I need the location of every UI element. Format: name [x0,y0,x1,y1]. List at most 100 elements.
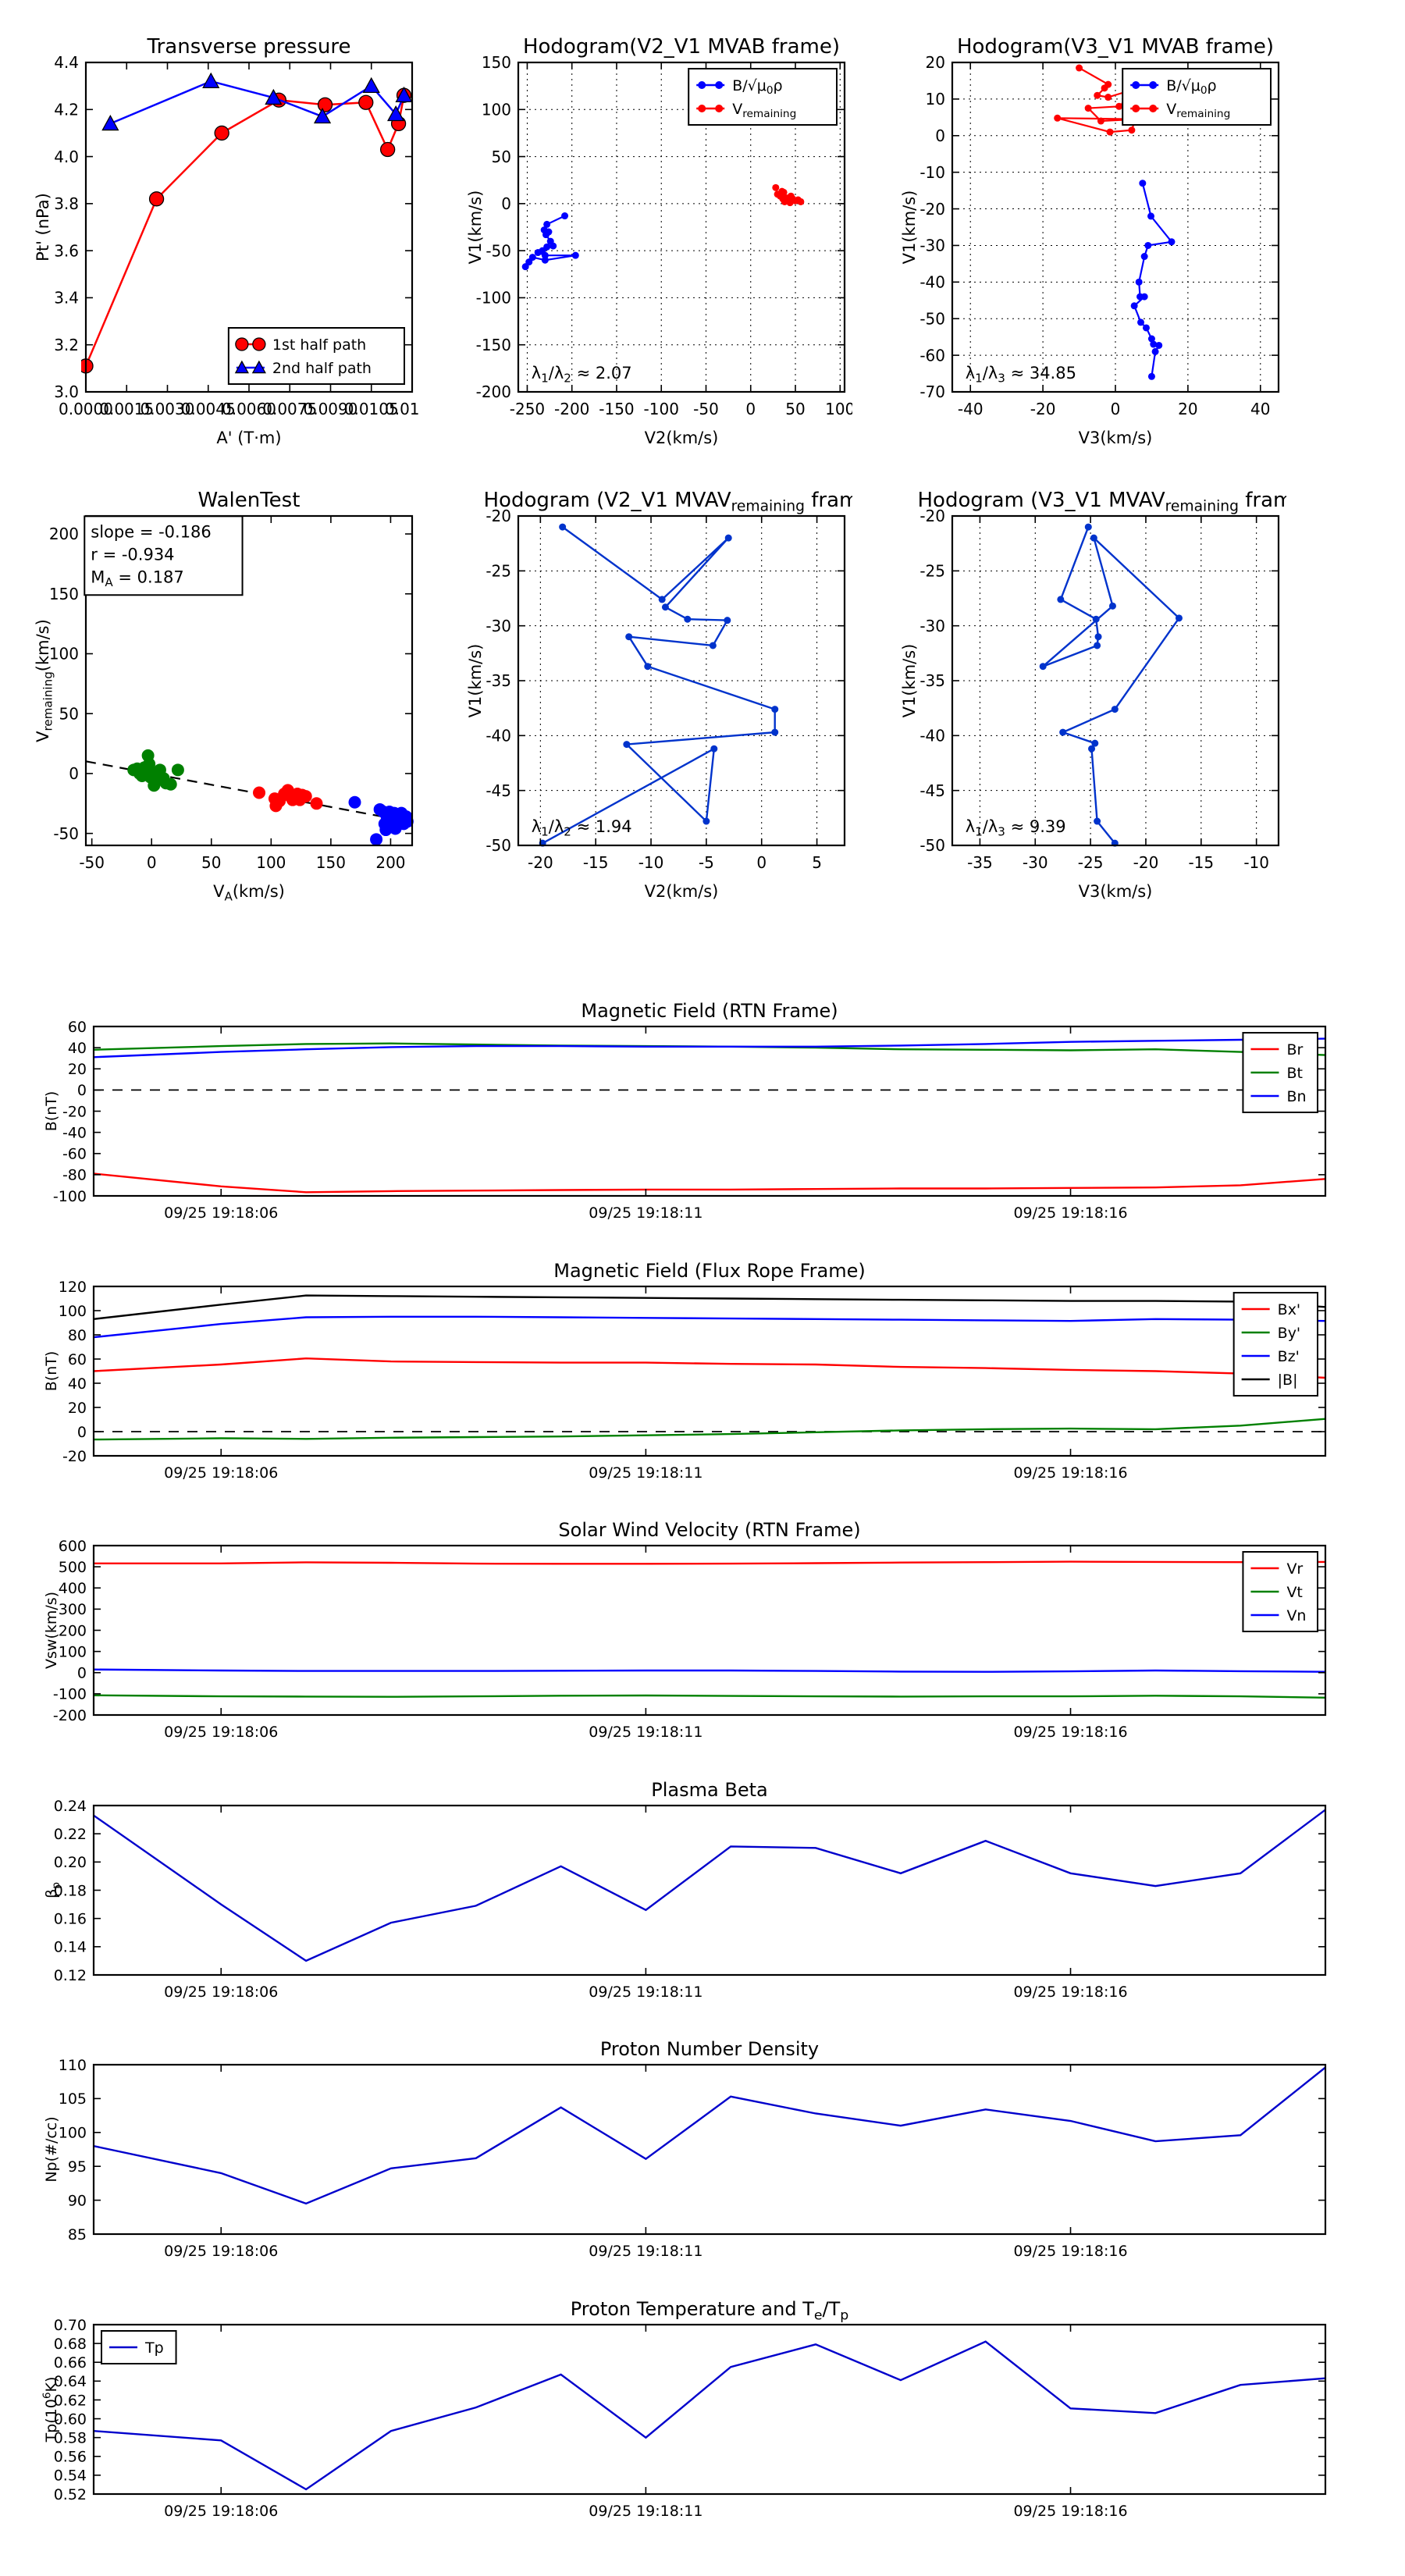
y-axis-label: B(nT) [43,1091,60,1132]
x-tick-label: 0.0045 [181,400,236,418]
panel-title: Solar Wind Velocity (RTN Frame) [558,1519,860,1541]
marker-dot [171,763,184,777]
hodogram-v2v1-mvab-svg: -250 -200 -150 -100 -50 0 50 100-200-150-100-50… [466,35,852,447]
y-tick-label: -100 [53,1686,87,1703]
legend-label: B/√μ0ρ [732,77,782,97]
y-tick-label: 4.4 [54,53,79,72]
x-tick-label: 0 [745,400,756,418]
series-line-Bn [93,1037,1326,1059]
y-tick-label: 20 [926,53,945,72]
marker-dot [253,786,266,799]
panel-hodogram-v3v1-mvav: -35 -30 -25 -20 -15 -10 -50 -45 -40 -35 -30 -25 -20 H… [896,486,1286,904]
series-line-Np [93,2066,1326,2205]
y-tick-label: 150 [482,53,511,72]
y-tick-label: -40 [62,1124,87,1141]
marker-dot [1147,335,1155,343]
x-tick-label: -40 [958,400,984,418]
x-axis-label: V3(km/s) [1079,882,1153,901]
x-tick-label: 0.0015 [99,400,154,418]
series-line-Bz' [93,1315,1326,1339]
y-tick-label: 95 [68,2158,87,2176]
x-axis-label: V2(km/s) [645,882,719,901]
panel-proton-density: 09/25 19:18:06 09/25 19:18:11 09/25 19:18:… [35,2037,1335,2288]
y-tick-label: 105 [59,2090,87,2108]
y-tick-label: -100 [476,289,511,308]
panel-proton-temperature: 09/25 19:18:06 09/25 19:18:11 09/25 19:18:… [35,2297,1335,2548]
legend-label: Vt [1286,1584,1302,1601]
x-tick-label: -50 [79,853,105,872]
marker-dot [1130,302,1138,310]
solar-wind-svg: 09/25 19:18:06 09/25 19:18:11 09/25 19:18:… [43,1519,1327,1741]
series-group [93,1560,1326,1699]
marker-dot [310,797,323,810]
annotation-text: r = -0.934 [91,545,174,564]
y-tick-label: -80 [62,1167,87,1184]
plasma-beta-svg: 09/25 19:18:06 09/25 19:18:11 09/25 19:18:… [43,1779,1327,2001]
marker-dot [1111,706,1119,713]
hodogram-v3v1-mvab-svg: -40 -20 0 20 40 -70 -60 -50 -40 -30 -20 -10 0 10 20 Hod… [900,35,1280,447]
marker-dot [772,183,780,191]
marker-dot [348,795,361,809]
marker-dot [1090,534,1097,542]
y-tick-label: 3.4 [54,289,79,308]
x-tick-label: 09/25 19:18:06 [164,2503,278,2520]
legend-box [1242,1032,1318,1113]
panel-hodogram-v3v1-mvab: -40 -20 0 20 40 -70 -60 -50 -40 -30 -20 -10 0 10 20 Hod… [896,33,1286,450]
x-tick-label: -20 [528,853,553,872]
y-tick-label: -20 [62,1103,87,1120]
marker-dot [1132,81,1140,89]
y-tick-label: -50 [486,241,511,260]
y-tick-label: 200 [59,1622,87,1639]
legend-label: Vn [1286,1607,1306,1624]
marker-dot [1094,633,1102,641]
panel-transverse-pressure: 0.0000 0.0015 0.0030 0.0045 0.0060 0.0075 0.00… [30,33,420,450]
y-tick-label: -150 [476,336,511,354]
plot-frame [92,1544,1327,1717]
panel-title: Hodogram(V3_V1 MVAB frame) [957,35,1274,59]
annotation-text: λ1/λ3 ≈ 34.85 [966,364,1076,386]
x-tick-label: -30 [1023,853,1048,872]
annotation-box [84,515,244,596]
marker-dot [779,195,787,203]
series-line-|B| [93,1294,1326,1320]
panel-plasma-beta: 09/25 19:18:06 09/25 19:18:11 09/25 19:18:… [35,1778,1335,2029]
y-tick-label: 100 [59,1303,87,1320]
y-tick-label: -10 [919,163,945,182]
y-tick-label: 0.22 [54,1826,87,1843]
marker-dot [658,596,666,603]
y-tick-label: 0.58 [54,2430,87,2447]
marker-dot [1059,728,1067,736]
marker-dot [1088,745,1096,753]
marker-dot [1092,615,1100,623]
y-tick-label: 0 [77,1665,87,1682]
x-tick-label: 0.0000 [59,400,113,418]
x-axis-label: V3(km/s) [1079,429,1153,447]
marker-triangle [387,105,405,122]
y-axis-label: Pt' (nPa) [34,193,52,262]
x-tick-label: 0 [1111,400,1121,418]
x-tick-label: 0.0075 [262,400,317,418]
marker-dot [1128,126,1136,134]
y-tick-label: 0.56 [54,2449,87,2466]
x-tick-label: -15 [1188,853,1214,872]
panel-title: Magnetic Field (Flux Rope Frame) [553,1260,865,1282]
hodogram-v3v1-mvav-svg: -35 -30 -25 -20 -15 -10-50-45-40-35-30-25-20H… [900,489,1286,901]
annotation-text: MA = 0.187 [91,568,184,589]
plot-frame [92,2063,1327,2236]
marker-dot [1094,91,1101,99]
marker-dot [724,534,732,542]
x-tick-label: -25 [1078,853,1104,872]
panel-title: Hodogram(V2_V1 MVAB frame) [523,35,840,59]
legend-label: Bt [1286,1065,1302,1082]
plot-frame [92,1285,1327,1457]
hodogram-v2v1-mvav-svg: -20 -15 -10 -5 0 5-50-45-40-35-30-25-20Hodogr… [466,489,852,901]
y-tick-label: 0 [77,1082,87,1099]
y-tick-label: 3.0 [54,382,79,401]
y-tick-label: -50 [53,824,79,843]
marker-dot [1144,241,1152,249]
annotation-text: λ1/λ3 ≈ 9.39 [966,817,1066,839]
plot-frame [92,1025,1327,1197]
x-tick-label: 20 [1178,400,1197,418]
y-tick-label: -25 [486,562,511,581]
marker-dot [698,105,706,112]
